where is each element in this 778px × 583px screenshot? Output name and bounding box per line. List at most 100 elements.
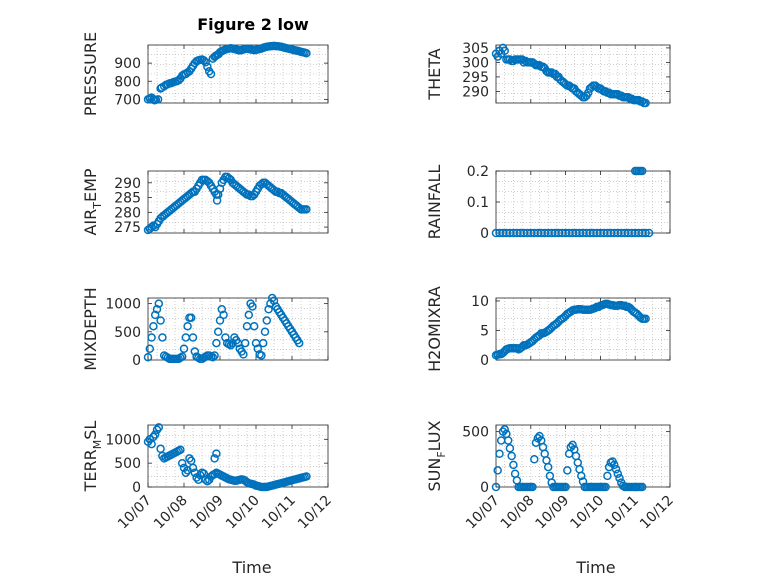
x-axis-label-right: Time [575, 558, 615, 577]
y-tick-label: 5 [480, 323, 489, 339]
data-point [531, 438, 541, 447]
data-point [249, 321, 259, 331]
data-point [493, 466, 502, 475]
axes-box [147, 424, 329, 488]
data-point [258, 338, 268, 348]
y-tick-label: 0.2 [467, 164, 489, 180]
subplot-5: 0 500 1000 MIXDEPTH [81, 287, 329, 371]
x-tick-label: 10/08 [498, 493, 538, 533]
data-point [201, 57, 210, 67]
data-point [188, 333, 198, 342]
data-point [302, 472, 311, 481]
x-tick-label: 10/07 [463, 493, 503, 533]
data-point [154, 299, 164, 308]
y-tick-label: 275 [114, 220, 141, 236]
y-tick-label: 800 [114, 74, 141, 90]
data-point [156, 444, 165, 454]
data-point [212, 338, 221, 348]
data-point [512, 343, 522, 353]
data-point [530, 455, 539, 464]
data-point [264, 305, 273, 314]
data-point [611, 465, 621, 474]
data-point [156, 316, 165, 325]
y-tick-label: 500 [114, 325, 141, 341]
data-point [613, 469, 623, 478]
y-tick-label: 300 [462, 55, 489, 71]
data-point [641, 98, 650, 108]
y-tick-label: 0 [132, 353, 141, 369]
y-axis-label: AIRTEMP [81, 168, 104, 235]
data-point [528, 482, 537, 492]
data-point [212, 196, 222, 205]
y-tick-label: 285 [114, 191, 141, 207]
y-axis-label: RAINFALL [425, 165, 444, 240]
data-point [210, 351, 219, 360]
y-axis-label: PRESSURE [81, 32, 100, 116]
data-point [150, 310, 160, 320]
data-point [568, 440, 577, 450]
y-axis-label: TERRMSL [81, 421, 104, 493]
data-point [500, 425, 509, 434]
data-point [253, 344, 263, 353]
data-point [641, 228, 650, 238]
y-tick-label: 0.1 [467, 195, 489, 211]
data-point [248, 302, 257, 311]
x-tick-label: 10/08 [151, 493, 191, 533]
data-point [208, 352, 218, 362]
y-tick-label: 0 [480, 480, 489, 496]
y-tick-label: 0 [480, 353, 489, 369]
axes-box [147, 297, 329, 361]
data-point [637, 166, 647, 176]
data-point [206, 69, 216, 79]
data-point [601, 482, 610, 492]
data-point [177, 458, 187, 468]
data-point [213, 327, 223, 337]
x-axis-label-left: Time [231, 558, 271, 577]
data-point [495, 449, 504, 459]
data-point [158, 333, 167, 342]
y-tick-label: 500 [114, 456, 141, 472]
data-point [260, 327, 270, 337]
y-tick-label: 290 [114, 176, 141, 192]
data-point [535, 431, 544, 441]
data-point [219, 310, 228, 320]
figure-title: Figure 2 low [197, 15, 309, 34]
y-axis-label: SUNFLUX [425, 420, 448, 491]
y-tick-label: 305 [462, 41, 489, 57]
axes-box [495, 44, 671, 104]
data-point [152, 305, 162, 314]
data-point [226, 341, 236, 350]
y-tick-label: 0 [132, 480, 141, 496]
data-point [212, 449, 221, 458]
y-axis-label: THETA [425, 48, 444, 100]
data-point [507, 451, 516, 461]
data-point [294, 338, 304, 348]
data-point [637, 482, 647, 492]
data-point [491, 482, 501, 492]
data-point [509, 460, 518, 470]
axes-box [495, 297, 671, 361]
data-point [542, 456, 551, 465]
data-point [239, 350, 248, 359]
subplot-6: 0 5 10 H2OMIXRA [425, 286, 671, 372]
data-point [240, 338, 250, 348]
x-tick-label: 10/09 [187, 493, 227, 533]
y-tick-label: 295 [462, 70, 489, 86]
data-point [496, 436, 506, 445]
data-point [188, 463, 198, 473]
data-point [563, 466, 572, 475]
data-point [503, 436, 513, 445]
y-tick-label: 290 [462, 84, 489, 100]
data-point [538, 442, 548, 452]
data-point [221, 333, 230, 342]
subplot-8: 0 500 SUNFLUX 10/0710/0810/0910/1010/1110/1… [425, 420, 677, 532]
data-point [199, 56, 209, 65]
data-point [177, 352, 187, 361]
data-point [510, 469, 520, 478]
subplot-4: 0 0.1 0.2 RAINFALL [425, 164, 671, 242]
y-tick-label: 10 [471, 294, 489, 310]
data-point [153, 95, 163, 104]
